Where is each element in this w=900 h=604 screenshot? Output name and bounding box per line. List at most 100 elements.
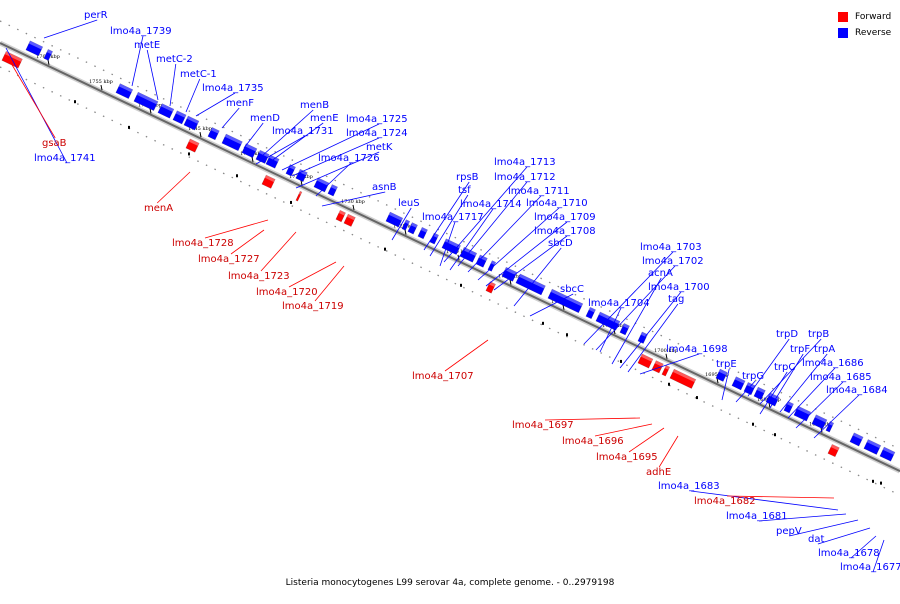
reverse-leader — [255, 135, 306, 165]
reverse-gene-body — [515, 273, 546, 296]
reverse-gene-label: lmo4a_1704 — [588, 298, 650, 309]
reverse-gene-label: tsf — [458, 185, 471, 196]
forward-leader — [444, 339, 489, 372]
reverse-leader — [291, 137, 380, 177]
reverse-leader — [391, 207, 412, 241]
reverse-leader — [529, 293, 574, 317]
reverse-gene-highlight — [550, 289, 583, 307]
upper-dotted-guide — [0, 20, 900, 450]
reverse-gene — [115, 83, 134, 99]
reverse-gene-highlight — [160, 103, 174, 112]
reverse-gene-highlight — [388, 212, 403, 221]
reverse-gene-body — [133, 91, 159, 111]
scale-tick — [47, 59, 50, 65]
reverse-gene-highlight — [588, 307, 596, 313]
reverse-leader — [813, 394, 860, 439]
forward-leader — [544, 417, 641, 421]
reverse-gene-label: sbcC — [560, 284, 584, 295]
reverse-gene-label: lmo4a_1678 — [818, 548, 880, 559]
marker — [620, 359, 622, 363]
forward-gene-highlight — [264, 175, 276, 183]
reverse-gene-body — [825, 421, 835, 433]
reverse-gene-highlight — [316, 177, 329, 186]
reverse-gene-label: lmo4a_1717 — [422, 212, 484, 223]
reverse-gene-body — [811, 414, 828, 430]
marker — [668, 382, 670, 386]
scale-tick — [251, 156, 254, 162]
reverse-leader — [787, 367, 836, 419]
reverse-gene — [43, 49, 53, 61]
reverse-gene — [753, 386, 766, 400]
forward-gene-body — [295, 190, 303, 202]
reverse-gene-label: lmo4a_1681 — [726, 511, 788, 522]
legend-item-forward: Forward — [838, 9, 891, 25]
reverse-gene-highlight — [118, 83, 133, 93]
reverse-leader — [583, 251, 674, 345]
forward-gene-body — [343, 213, 356, 227]
forward-gene — [261, 174, 276, 189]
reverse-gene — [783, 401, 794, 414]
reverse-gene-body — [475, 254, 488, 268]
genome-axis — [0, 42, 900, 473]
reverse-gene — [793, 405, 812, 422]
scale-tick — [352, 204, 355, 211]
forward-gene — [185, 138, 200, 153]
reverse-gene-highlight — [490, 260, 496, 266]
reverse-gene-body — [441, 238, 461, 255]
reverse-gene-body — [753, 386, 766, 400]
reverse-leader — [493, 235, 568, 291]
marker — [566, 333, 568, 337]
reverse-gene-label: lmo4a_1683 — [658, 481, 720, 492]
reverse-gene-highlight — [268, 154, 280, 162]
reverse-gene-label: lmo4a_1725 — [346, 114, 408, 125]
forward-gene-highlight — [188, 138, 200, 146]
reverse-gene-label: lmo4a_1724 — [346, 128, 408, 139]
forward-leader — [594, 423, 653, 437]
forward-gene-body — [661, 365, 671, 377]
reverse-gene-highlight — [768, 392, 780, 400]
genome-caption: Listeria monocytogenes L99 serovar 4a, c… — [285, 578, 615, 588]
scale-tick — [404, 229, 407, 235]
reverse-gene — [221, 133, 243, 152]
forward-gene-label: lmo4a_1707 — [412, 371, 474, 382]
reverse-gene-label: lmo4a_1714 — [460, 199, 522, 210]
forward-leader — [156, 171, 191, 204]
reverse-gene-label: lmo4a_1711 — [508, 186, 570, 197]
forward-gene — [295, 190, 303, 202]
forward-gene-label: gsaB — [42, 138, 67, 149]
reverse-gene-label: trpD — [776, 329, 798, 340]
forward-leader — [204, 219, 269, 239]
reverse-gene — [475, 254, 488, 268]
reverse-gene-highlight — [718, 369, 728, 376]
reverse-gene-body — [221, 133, 243, 152]
forward-leader — [726, 495, 835, 499]
reverse-gene-body — [115, 83, 134, 99]
reverse-gene-label: trpA — [814, 344, 835, 355]
reverse-gene-body — [783, 401, 794, 414]
reverse-gene-body — [157, 103, 175, 119]
forward-gene-label: lmo4a_1695 — [596, 452, 658, 463]
reverse-leader — [221, 107, 240, 129]
reverse-gene-highlight — [244, 143, 257, 152]
scale-tick — [613, 328, 616, 335]
reverse-gene — [183, 115, 200, 131]
reverse-gene-body — [265, 154, 280, 169]
reverse-leader — [789, 519, 859, 537]
forward-gene-highlight — [830, 444, 840, 451]
reverse-gene-highlight — [186, 115, 199, 124]
reverse-gene-label: lmo4a_1684 — [826, 385, 888, 396]
reverse-gene-body — [619, 323, 630, 336]
reverse-gene-label: lmo4a_1677 — [840, 562, 900, 573]
scale-tick — [768, 402, 771, 408]
reverse-gene-highlight — [298, 169, 308, 176]
reverse-gene — [133, 91, 159, 111]
reverse-gene-label: lmo4a_1731 — [272, 126, 334, 137]
reverse-gene — [313, 177, 330, 193]
reverse-leader — [595, 265, 676, 351]
forward-gene-label: lmo4a_1719 — [282, 301, 344, 312]
reverse-gene — [327, 184, 338, 197]
reverse-gene — [241, 143, 258, 159]
reverse-leader — [443, 166, 528, 263]
